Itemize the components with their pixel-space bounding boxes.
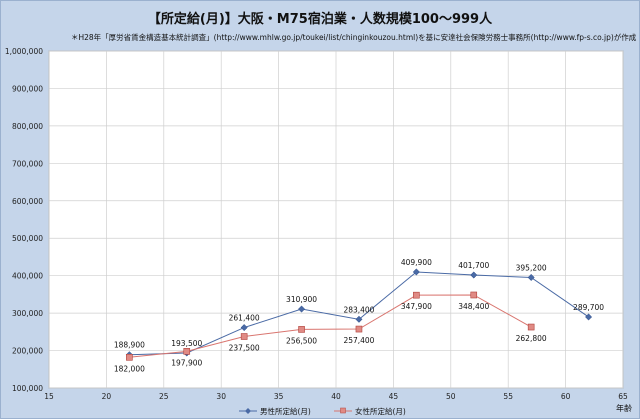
- x-tick-label: 60: [561, 392, 571, 401]
- legend-male-marker: [245, 408, 251, 414]
- y-tick-label: 200,000: [12, 347, 43, 356]
- female-data-label: 197,900: [171, 358, 202, 367]
- x-tick-label: 40: [331, 392, 341, 401]
- x-axis-title: 年齢: [616, 403, 632, 413]
- female-data-point: [527, 323, 535, 331]
- female-data-label: 348,400: [458, 302, 489, 311]
- female-data-label: 347,900: [401, 302, 432, 311]
- x-tick-label: 45: [389, 392, 399, 401]
- female-data-label: 257,400: [343, 336, 374, 345]
- female-data-point: [355, 325, 363, 333]
- x-tick-label: 25: [159, 392, 169, 401]
- female-data-point: [183, 348, 191, 355]
- legend-female-label: 女性所定給(月): [355, 406, 406, 416]
- y-tick-label: 300,000: [12, 309, 43, 318]
- x-tick-label: 35: [274, 392, 284, 401]
- male-data-point: [412, 268, 420, 276]
- male-data-label: 289,700: [573, 303, 604, 312]
- male-data-label: 401,700: [458, 261, 489, 270]
- male-data-point: [527, 273, 535, 282]
- male-data-label: 409,900: [401, 258, 432, 267]
- x-tick-label: 20: [102, 392, 112, 401]
- y-tick-label: 700,000: [12, 159, 43, 168]
- female-data-point: [240, 333, 248, 340]
- y-tick-label: 500,000: [12, 234, 43, 243]
- legend-male-label: 男性所定給(月): [260, 406, 311, 416]
- legend: 男性所定給(月) 女性所定給(月): [239, 406, 406, 416]
- x-tick-label: 55: [503, 392, 513, 401]
- female-data-point: [298, 326, 305, 333]
- y-tick-label: 600,000: [12, 197, 43, 206]
- male-data-label: 310,900: [286, 295, 317, 304]
- male-data-label: 261,400: [229, 314, 260, 323]
- chart-title: 【所定給(月)】大阪・M75宿泊業・人数規模100〜999人: [147, 12, 493, 27]
- x-tick-label: 15: [44, 392, 54, 401]
- male-data-point: [470, 271, 478, 279]
- male-data-label: 193,500: [171, 339, 202, 348]
- female-data-point: [413, 291, 420, 299]
- female-data-label: 182,000: [114, 364, 145, 373]
- y-tick-label: 100,000: [12, 384, 43, 393]
- female-data-label: 237,500: [229, 344, 260, 353]
- male-data-point: [240, 324, 248, 332]
- x-tick-label: 50: [446, 392, 456, 401]
- y-tick-label: 400,000: [12, 272, 43, 281]
- male-data-label: 395,200: [516, 263, 547, 272]
- y-tick-label: 1,000,000: [5, 47, 43, 56]
- y-tick-label: 900,000: [12, 84, 43, 93]
- x-tick-label: 65: [618, 392, 628, 401]
- chart-source-note: ＊H28年「厚労省賃金構造基本統計調査」(http://www.mhlw.go.…: [71, 33, 637, 42]
- male-data-label: 188,900: [114, 341, 145, 350]
- y-tick-label: 800,000: [12, 122, 43, 131]
- x-tick-label: 30: [216, 392, 226, 401]
- male-data-label: 283,400: [343, 305, 374, 314]
- male-data-point: [355, 315, 363, 323]
- female-data-label: 256,500: [286, 336, 317, 345]
- male-data-point: [585, 313, 593, 321]
- female-data-point: [470, 291, 478, 299]
- female-data-label: 262,800: [516, 334, 547, 343]
- legend-female-marker: [340, 407, 346, 414]
- series-line-female: [129, 294, 532, 358]
- male-data-point: [298, 305, 306, 313]
- female-data-point: [126, 353, 133, 361]
